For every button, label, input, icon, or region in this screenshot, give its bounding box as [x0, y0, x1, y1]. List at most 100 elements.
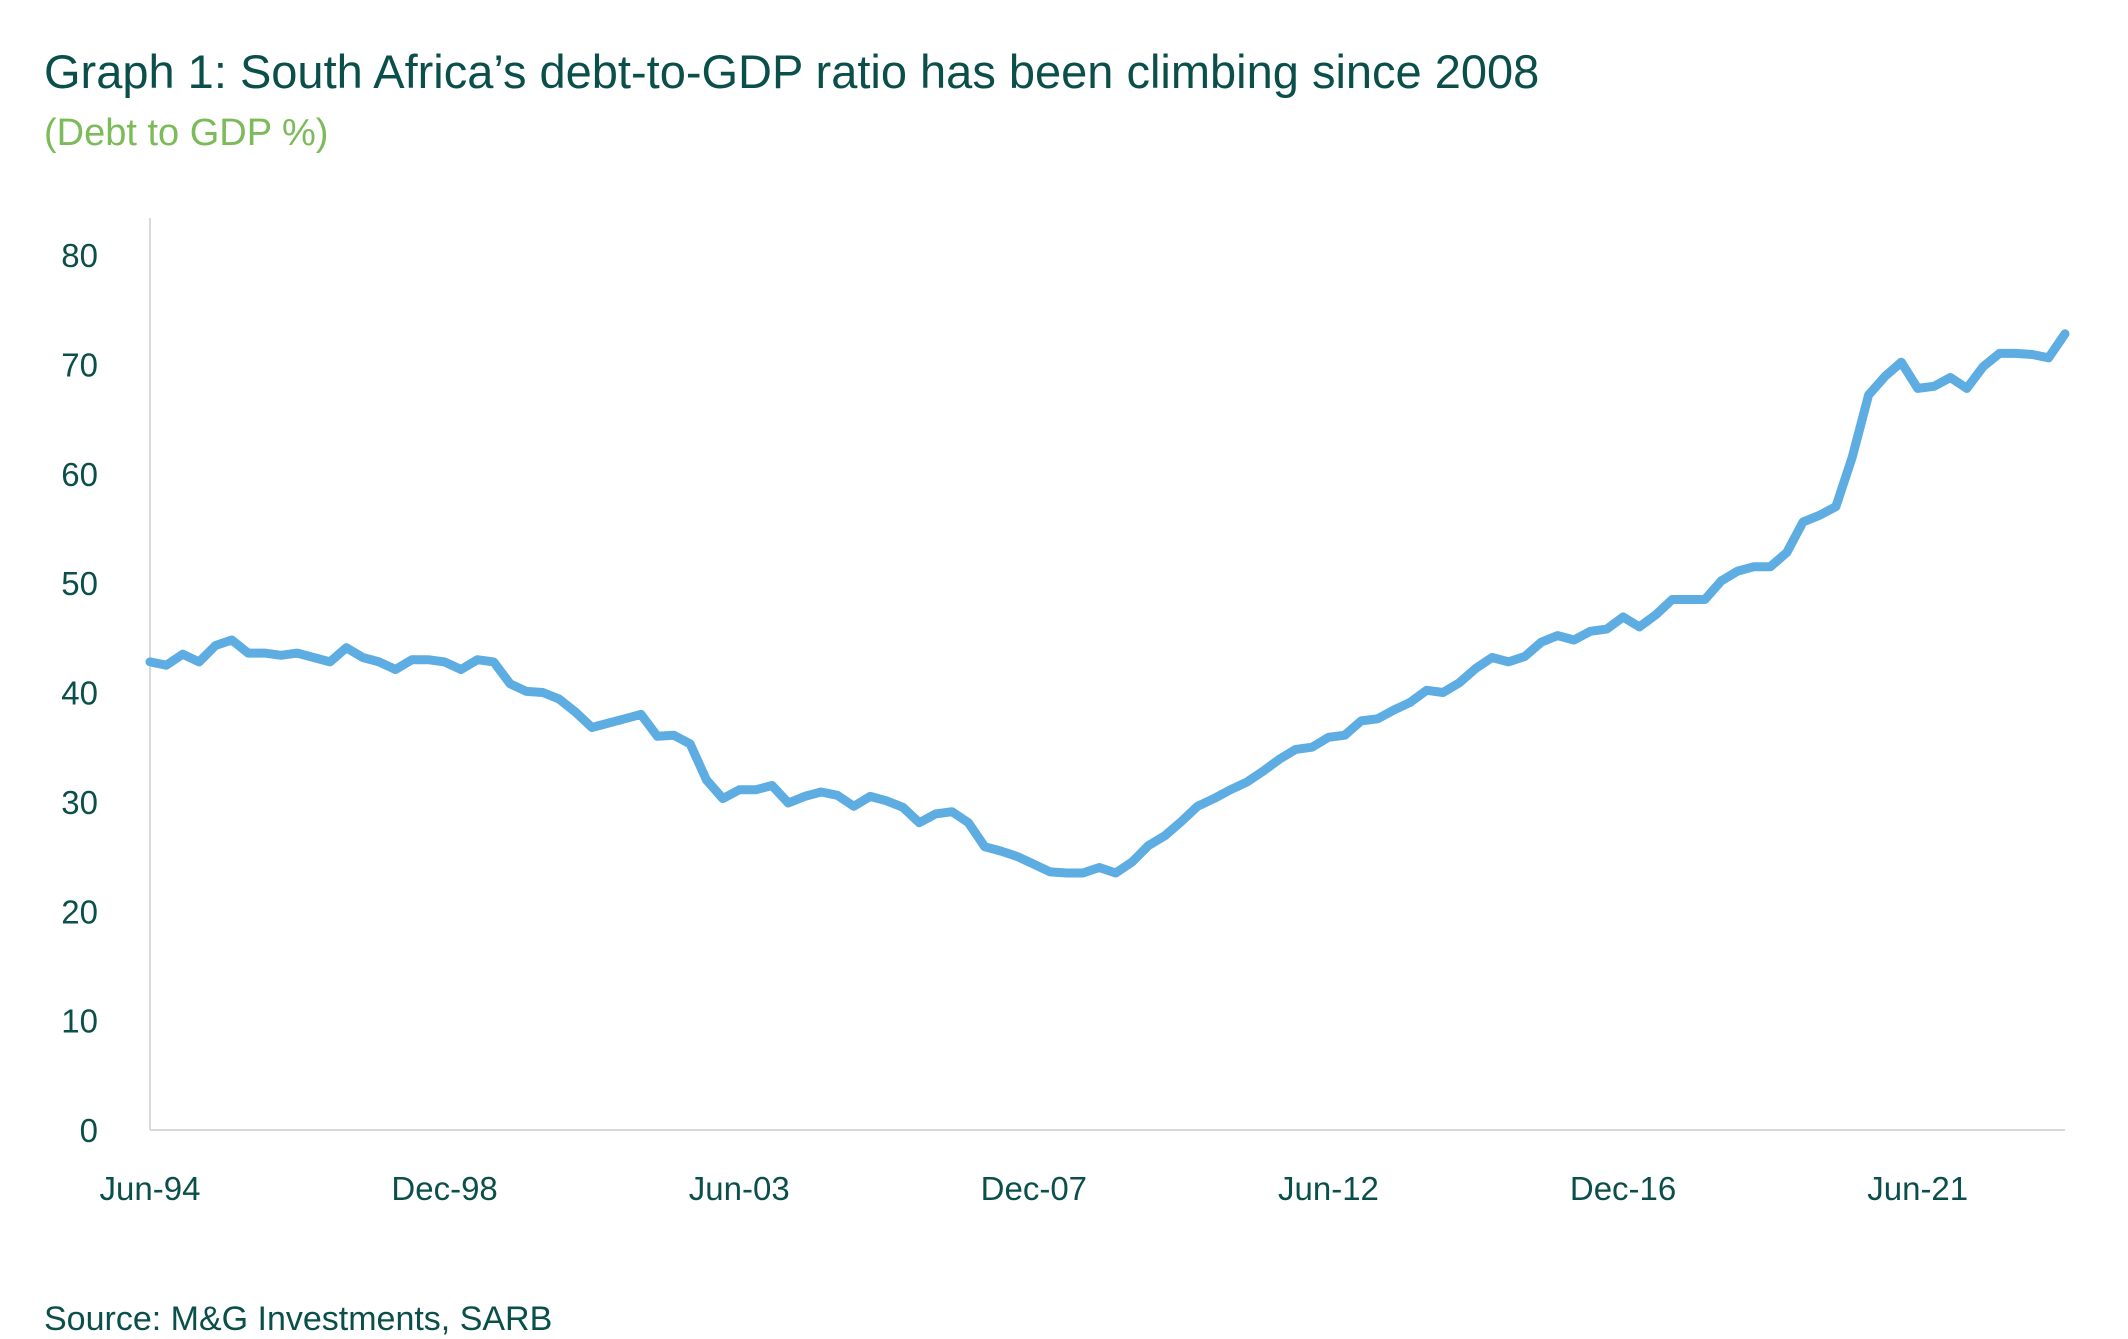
data-point [1735, 568, 1741, 574]
data-point [507, 681, 513, 687]
data-point [1767, 564, 1773, 570]
data-point [916, 820, 922, 826]
x-tick-label: Jun-12 [1278, 1170, 1379, 1207]
data-point [343, 645, 349, 651]
data-point [573, 709, 579, 715]
data-point [982, 844, 988, 850]
data-point [1882, 373, 1888, 379]
data-point [229, 637, 235, 643]
data-point [1195, 803, 1201, 809]
x-tick-label: Jun-03 [689, 1170, 790, 1207]
data-point [180, 651, 186, 657]
data-point [213, 643, 219, 649]
data-point [1031, 861, 1037, 867]
data-point [1080, 870, 1086, 876]
data-point [1980, 364, 1986, 370]
data-point [1849, 454, 1855, 460]
data-point [1997, 350, 2003, 356]
data-point [147, 659, 153, 665]
data-point [1064, 870, 1070, 876]
series-line [145, 329, 2070, 878]
x-tick-label: Jun-21 [1867, 1170, 1968, 1207]
data-point [884, 798, 890, 804]
data-point [458, 667, 464, 673]
data-point [802, 793, 808, 799]
data-point [1636, 624, 1642, 630]
data-point [1047, 869, 1053, 875]
data-point [654, 733, 660, 739]
y-tick-label: 10 [61, 1003, 98, 1040]
y-tick-label: 70 [61, 346, 98, 383]
data-point [949, 809, 955, 815]
data-point [834, 792, 840, 798]
data-point [818, 789, 824, 795]
data-point [1915, 385, 1921, 391]
data-point [589, 725, 595, 731]
line-chart: 0 10 20 30 40 50 60 70 80 Jun-94 Dec-98 Jun-03 Dec-… [61, 218, 2070, 1207]
data-point [294, 650, 300, 656]
source-note: Source: M&G Investments, SARB [44, 1300, 553, 1338]
data-point [311, 655, 317, 661]
data-point [2029, 352, 2035, 358]
data-point [524, 688, 530, 694]
data-point [1145, 843, 1151, 849]
data-point [1751, 564, 1757, 570]
data-point [1113, 870, 1119, 876]
data-point [1718, 578, 1724, 584]
chart-title: Graph 1: South Africa’s debt-to-GDP rati… [44, 45, 1540, 98]
x-axis: Jun-94 Dec-98 Jun-03 Dec-07 Jun-12 Dec-16 Jun-… [100, 1129, 2065, 1207]
data-point [1211, 796, 1217, 802]
data-point [1571, 637, 1577, 643]
data-point [1702, 597, 1708, 603]
data-point [1456, 680, 1462, 686]
data-point [327, 659, 333, 665]
data-point [1309, 744, 1315, 750]
data-point [540, 690, 546, 696]
data-point [1669, 597, 1675, 603]
data-point [196, 659, 202, 665]
data-point [965, 820, 971, 826]
x-tick-label: Dec-98 [391, 1170, 497, 1207]
data-point [900, 804, 906, 810]
data-point [867, 793, 873, 799]
data-point [409, 657, 415, 663]
x-tick-label: Jun-94 [100, 1170, 201, 1207]
x-tick-label: Dec-07 [981, 1170, 1087, 1207]
data-point [1686, 597, 1692, 603]
data-point [736, 787, 742, 793]
data-point [262, 650, 268, 656]
data-point [1653, 612, 1659, 618]
data-point [1833, 504, 1839, 510]
y-tick-label: 0 [80, 1112, 98, 1149]
data-point [1260, 768, 1266, 774]
data-point [1358, 718, 1364, 724]
data-point [1817, 512, 1823, 518]
data-point [1129, 859, 1135, 865]
data-point [2046, 355, 2052, 361]
data-point [1342, 732, 1348, 738]
data-point [671, 732, 677, 738]
data-point [425, 657, 431, 663]
data-point [769, 783, 775, 789]
y-tick-label: 20 [61, 893, 98, 930]
data-point [163, 662, 169, 668]
data-point [1555, 633, 1561, 639]
data-point [2013, 350, 2019, 356]
data-point [1407, 699, 1413, 705]
data-point [1522, 653, 1528, 659]
data-point [2062, 331, 2068, 337]
data-point [1800, 519, 1806, 525]
data-point [1096, 865, 1102, 871]
y-tick-label: 80 [61, 237, 98, 274]
data-point [1162, 833, 1168, 839]
data-point [1964, 385, 1970, 391]
data-point [1293, 746, 1299, 752]
y-tick-label: 50 [61, 565, 98, 602]
data-point [1326, 734, 1332, 740]
y-axis: 0 10 20 30 40 50 60 70 80 [61, 218, 151, 1149]
data-point [1440, 690, 1446, 696]
data-point [1931, 383, 1937, 389]
data-point [622, 716, 628, 722]
data-point [785, 800, 791, 806]
data-point [1506, 659, 1512, 665]
